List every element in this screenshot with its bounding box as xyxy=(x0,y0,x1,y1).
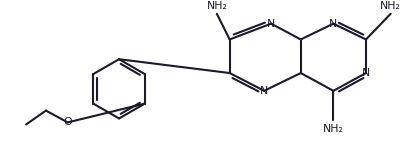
Text: N: N xyxy=(260,86,268,96)
Text: N: N xyxy=(266,19,275,29)
Text: O: O xyxy=(63,117,72,127)
Text: NH₂: NH₂ xyxy=(379,1,400,11)
Text: N: N xyxy=(328,19,337,29)
Text: NH₂: NH₂ xyxy=(322,124,343,134)
Text: NH₂: NH₂ xyxy=(206,1,227,11)
Text: N: N xyxy=(361,68,369,78)
